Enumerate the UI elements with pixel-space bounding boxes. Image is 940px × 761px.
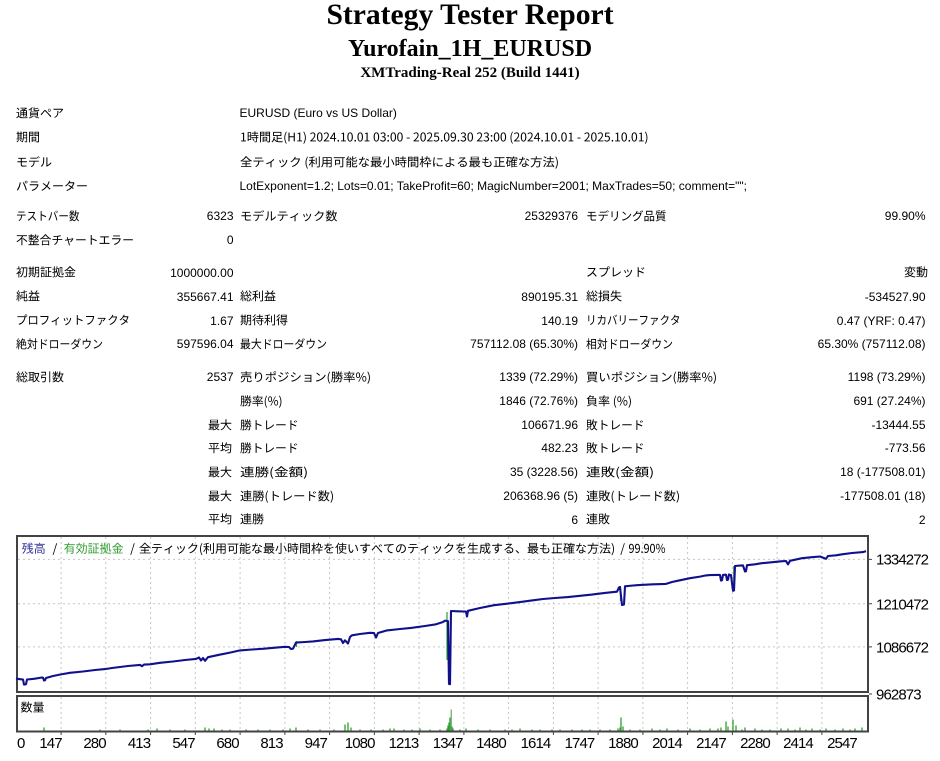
svg-text:2014: 2014 [652, 735, 682, 752]
svg-text:147: 147 [39, 735, 62, 752]
svg-text:1880: 1880 [608, 735, 638, 752]
svg-text:1614: 1614 [521, 735, 551, 752]
svg-text:1347: 1347 [433, 735, 463, 752]
svg-text:2547: 2547 [827, 735, 857, 752]
svg-text:0: 0 [17, 735, 25, 752]
svg-text:2414: 2414 [783, 735, 813, 752]
svg-text:1747: 1747 [565, 735, 595, 752]
svg-text:1210472: 1210472 [876, 596, 929, 613]
svg-text:1334272: 1334272 [876, 552, 929, 569]
svg-text:413: 413 [128, 735, 151, 752]
svg-text:813: 813 [260, 735, 283, 752]
svg-text:1480: 1480 [476, 735, 506, 752]
svg-text:2280: 2280 [740, 735, 770, 752]
svg-text:962873: 962873 [876, 687, 921, 704]
svg-text:1086672: 1086672 [876, 639, 929, 656]
svg-text:547: 547 [172, 735, 195, 752]
svg-text:280: 280 [83, 735, 106, 752]
svg-text:680: 680 [216, 735, 239, 752]
svg-text:2147: 2147 [696, 735, 726, 752]
svg-text:1213: 1213 [389, 735, 419, 752]
svg-text:1080: 1080 [345, 735, 375, 752]
svg-text:947: 947 [305, 735, 328, 752]
